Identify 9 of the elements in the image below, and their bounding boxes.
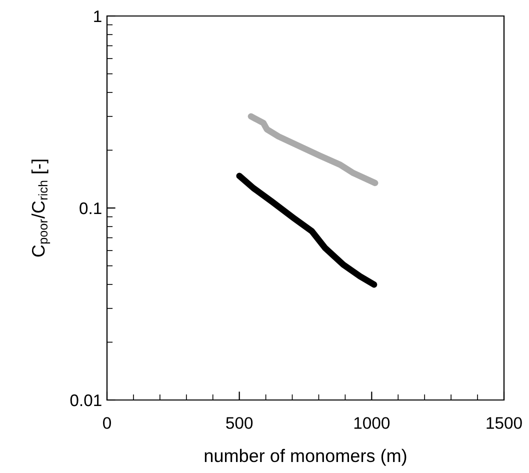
- x-axis-title: number of monomers (m): [204, 448, 406, 466]
- y-tick-label: 0.1: [80, 202, 102, 214]
- x-tick-label: 0: [103, 417, 111, 429]
- x-tick-label: 1500: [486, 417, 522, 429]
- x-tick-label: 500: [226, 417, 253, 429]
- x-tick-label: 1000: [354, 417, 390, 429]
- y-tick-label: 1: [94, 10, 102, 22]
- y-tick-label: 0.01: [70, 394, 102, 406]
- y-axis-title: C$_{poor}$/C$_{rich}$ [-]: [31, 160, 50, 257]
